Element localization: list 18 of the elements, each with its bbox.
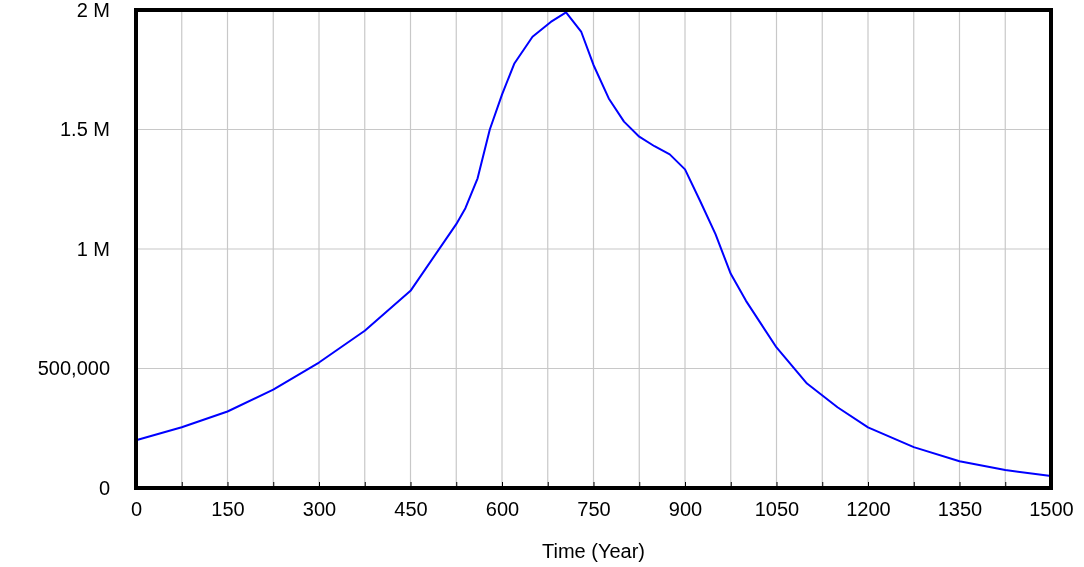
line-series xyxy=(135,11,1052,478)
x-tick-label: 1200 xyxy=(846,498,891,521)
x-tick-label: 900 xyxy=(668,498,703,521)
x-tick-label: 0 xyxy=(130,498,143,521)
x-tick-label: 1500 xyxy=(1029,498,1074,521)
y-tick-label: 2 M xyxy=(76,0,110,21)
x-tick-label: 1050 xyxy=(754,498,800,521)
x-tick-label: 750 xyxy=(577,498,611,521)
x-tick-label: 600 xyxy=(485,498,520,521)
x-tick-label: 1350 xyxy=(937,498,983,521)
x-tick-label: 450 xyxy=(394,498,428,521)
y-tick-label: 1.5 M xyxy=(59,118,110,141)
x-tick-label: 300 xyxy=(302,498,337,521)
x-tick-label: 150 xyxy=(211,498,245,521)
y-tick-label: 500,000 xyxy=(37,357,110,380)
y-tick-label: 1 M xyxy=(76,237,110,260)
y-tick-label: 0 xyxy=(98,476,110,499)
x-axis-title: Time (Year) xyxy=(542,540,645,562)
